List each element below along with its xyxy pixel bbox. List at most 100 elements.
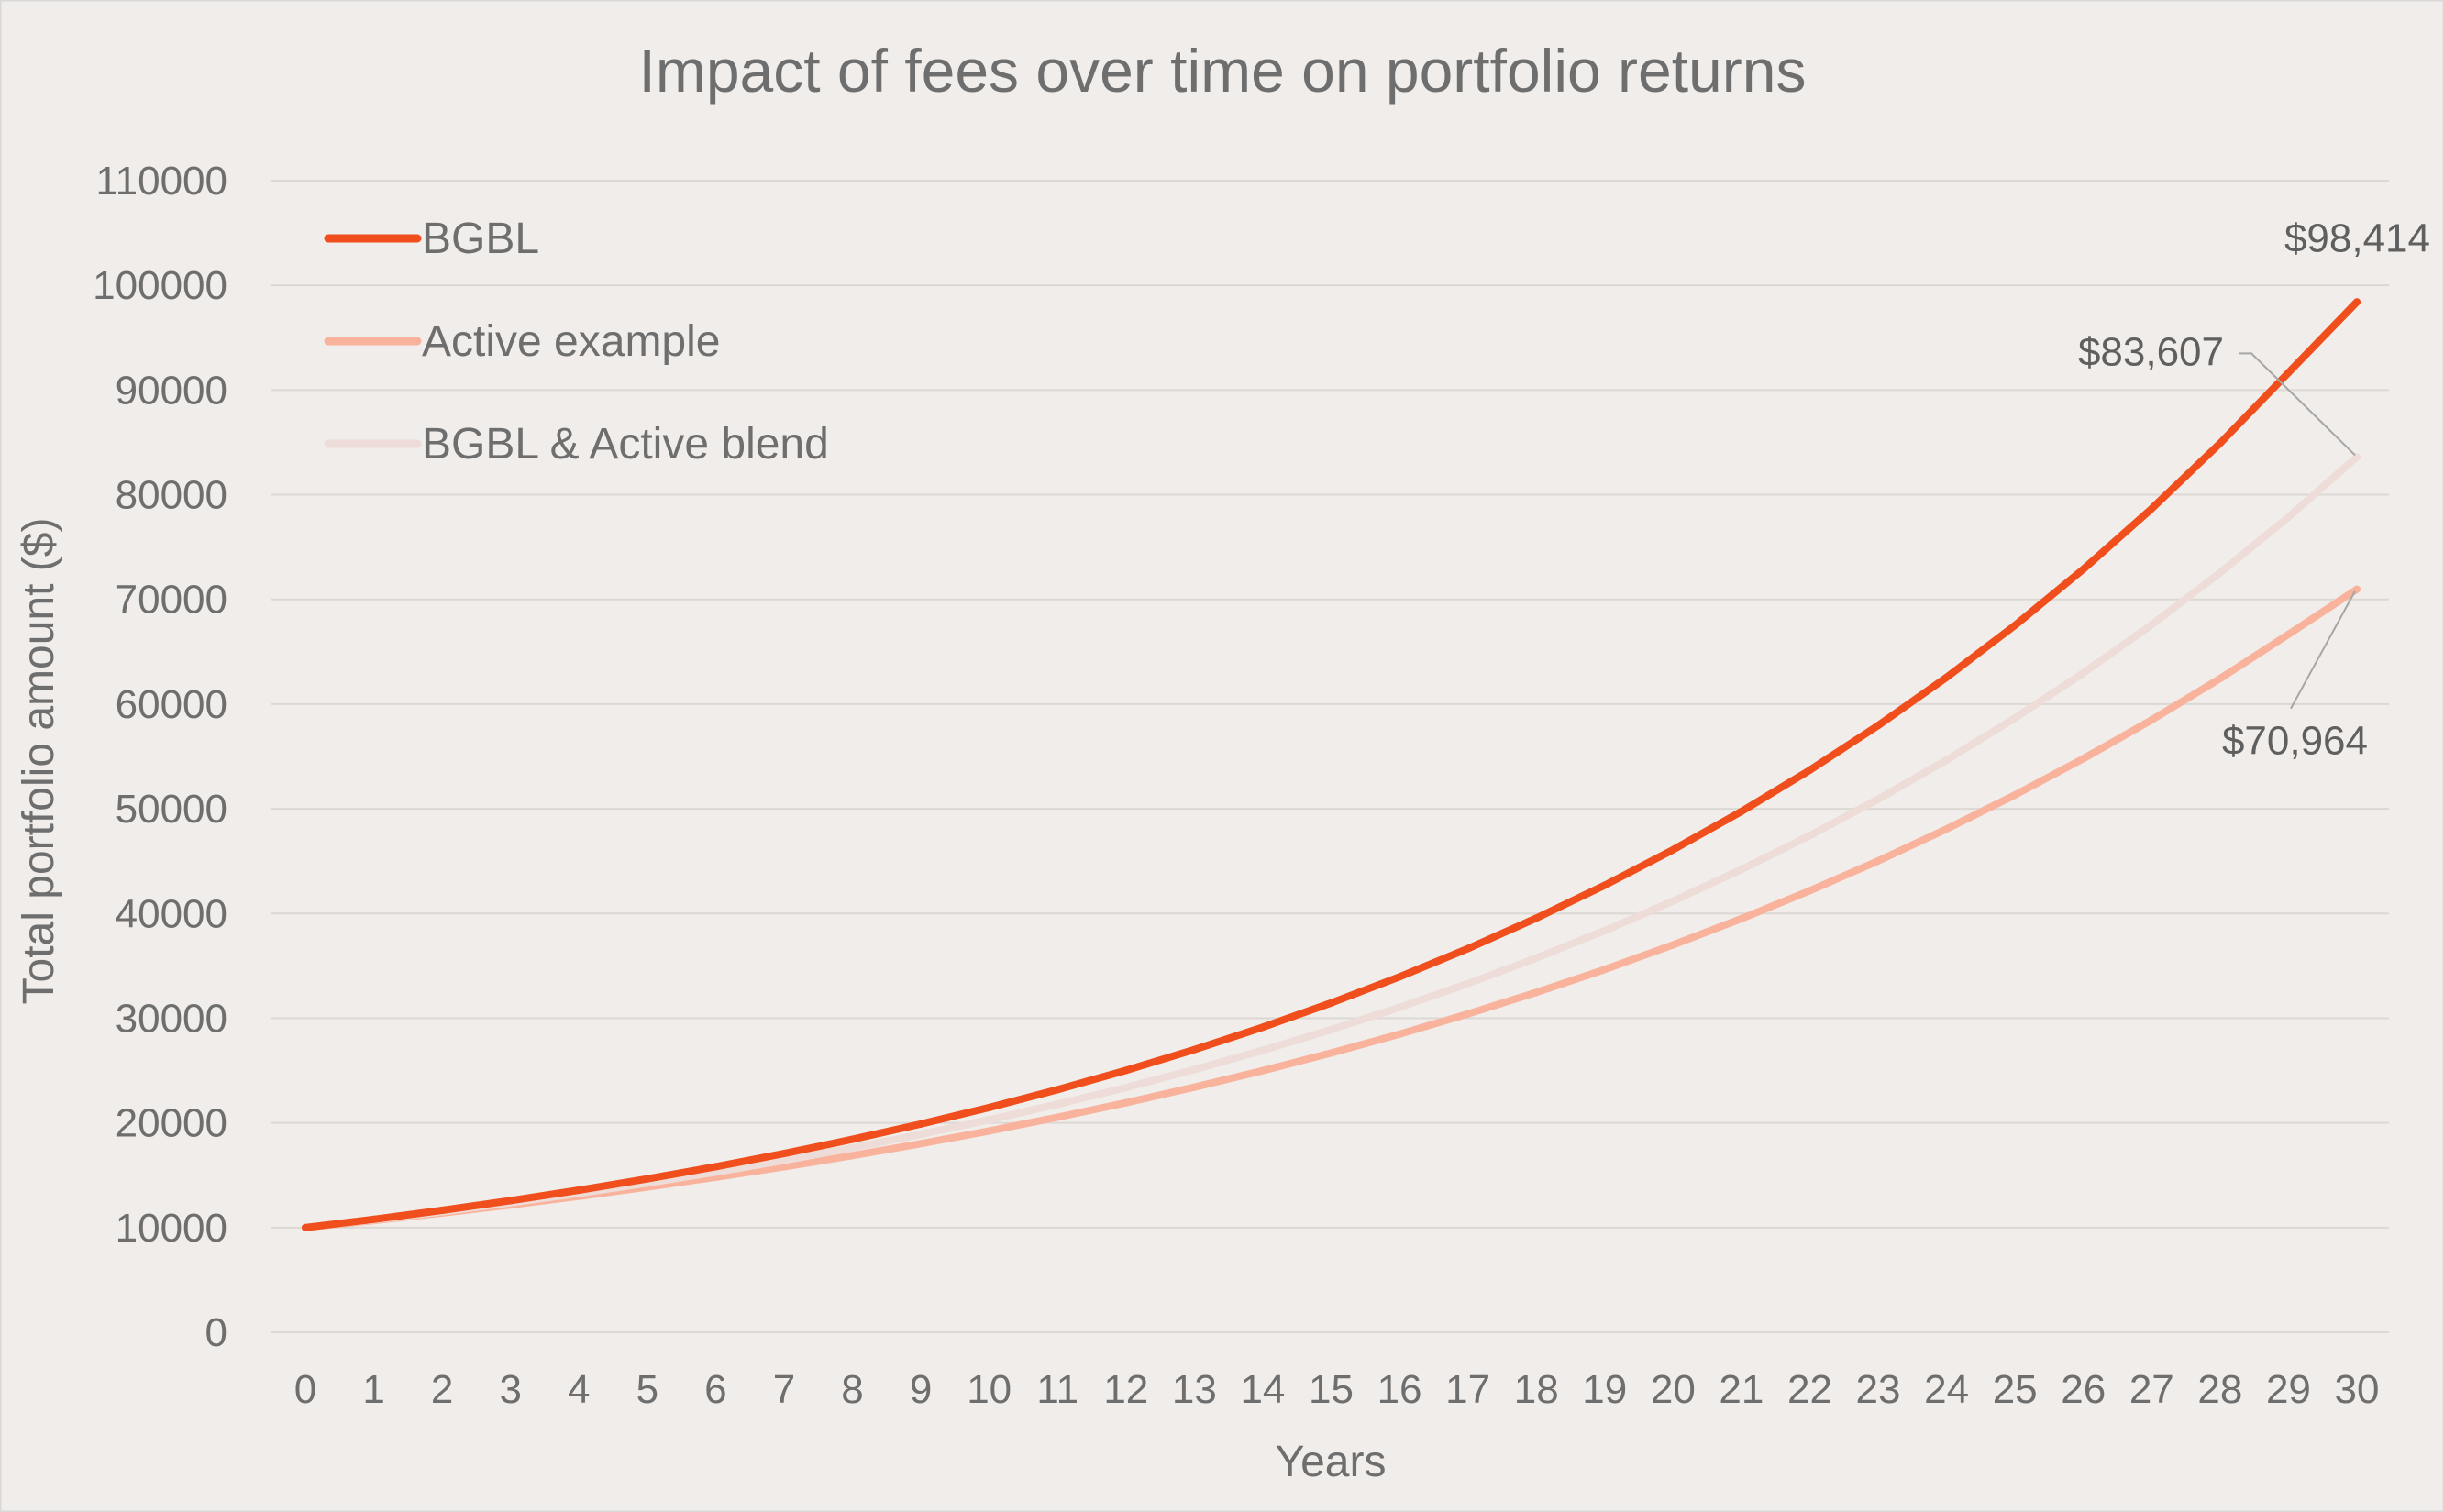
- data-point: [1806, 887, 1814, 895]
- x-tick-label: 23: [1856, 1367, 1901, 1412]
- y-axis-ticks: 0 10000 20000 30000 40000 50000 60000 70000 8000…: [93, 159, 227, 1355]
- x-tick-label: 29: [2266, 1367, 2311, 1412]
- x-tick-label: 22: [1787, 1367, 1832, 1412]
- x-tick-label: 19: [1582, 1367, 1627, 1412]
- data-point: [1600, 926, 1609, 934]
- data-point: [1190, 1083, 1199, 1091]
- data-point: [575, 1186, 583, 1195]
- data-point: [2284, 630, 2293, 638]
- y-tick-label: 90000: [116, 368, 227, 413]
- data-point: [2011, 621, 2019, 629]
- x-tick-label: 20: [1651, 1367, 1696, 1412]
- data-point: [1327, 1025, 1335, 1033]
- legend: BGBL Active example BGBL & Active blend: [324, 215, 829, 469]
- x-tick-label: 16: [1377, 1367, 1422, 1412]
- data-point: [1258, 1046, 1266, 1054]
- data-point: [1669, 845, 1677, 854]
- data-point: [1669, 941, 1677, 949]
- x-tick-label: 13: [1172, 1367, 1217, 1412]
- x-tick-label: 6: [704, 1367, 726, 1412]
- data-label: $83,607: [2078, 329, 2224, 374]
- x-tick-label: 5: [636, 1367, 658, 1412]
- y-tick-label: 30000: [116, 996, 227, 1041]
- x-tick-label: 4: [568, 1367, 590, 1412]
- data-point: [2148, 621, 2156, 629]
- y-tick-label: 50000: [116, 787, 227, 832]
- x-tick-label: 17: [1445, 1367, 1490, 1412]
- series-bgbl: [302, 298, 2361, 1231]
- data-point: [1464, 1010, 1472, 1018]
- data-point: [1122, 1084, 1130, 1092]
- chart-title: Impact of fees over time on portfolio re…: [639, 37, 1807, 105]
- data-point: [2079, 565, 2087, 573]
- x-tick-label: 25: [1993, 1367, 2038, 1412]
- x-tick-label: 0: [294, 1367, 316, 1412]
- data-point: [2216, 439, 2224, 447]
- data-labels: $98,414 $83,607 $70,964: [2078, 215, 2430, 763]
- data-point: [2353, 298, 2361, 306]
- x-tick-label: 11: [1036, 1367, 1078, 1412]
- data-point: [1396, 973, 1404, 981]
- legend-item-blend: BGBL & Active blend: [324, 420, 829, 469]
- data-point: [780, 1156, 788, 1164]
- data-point: [1737, 914, 1745, 922]
- data-point: [1054, 1100, 1062, 1109]
- legend-item-bgbl: BGBL: [324, 215, 539, 263]
- data-point: [1806, 832, 1814, 840]
- data-point: [302, 1223, 309, 1231]
- x-tick-label: 24: [1924, 1367, 1969, 1412]
- data-point: [506, 1197, 514, 1205]
- y-axis-title: Total portfolio amount ($): [15, 518, 63, 1005]
- data-point: [1464, 944, 1472, 953]
- data-point: [1054, 1113, 1062, 1121]
- data-point: [2216, 568, 2224, 577]
- x-tick-label: 30: [2335, 1367, 2380, 1412]
- data-point: [643, 1175, 651, 1183]
- data-point: [1806, 766, 1814, 774]
- data-point: [1737, 807, 1745, 815]
- data-point: [848, 1143, 857, 1152]
- data-point: [1874, 856, 1883, 865]
- y-tick-label: 0: [205, 1310, 227, 1355]
- data-point: [1396, 1003, 1404, 1011]
- data-point: [1942, 756, 1951, 764]
- data-point: [2011, 714, 2019, 723]
- legend-label-bgbl: BGBL: [422, 215, 539, 263]
- data-point: [1258, 1066, 1266, 1075]
- data-point: [1669, 897, 1677, 905]
- data-point: [1874, 795, 1883, 803]
- data-point: [1600, 966, 1609, 974]
- data-label: $98,414: [2284, 215, 2430, 260]
- data-point: [1532, 954, 1541, 962]
- data-point: [712, 1163, 720, 1171]
- data-point: [2079, 755, 2087, 763]
- data-point: [2216, 674, 2224, 682]
- x-tick-label: 21: [1719, 1367, 1764, 1412]
- y-tick-label: 80000: [116, 473, 227, 518]
- x-tick-label: 12: [1103, 1367, 1148, 1412]
- data-point: [917, 1120, 925, 1128]
- data-label-leader: [2239, 352, 2356, 457]
- data-point: [1327, 999, 1335, 1007]
- data-point: [2011, 791, 2019, 800]
- data-point: [1600, 881, 1609, 889]
- x-tick-label: 18: [1514, 1367, 1559, 1412]
- x-tick-label: 10: [967, 1367, 1012, 1412]
- x-axis-title: Years: [1276, 1438, 1387, 1486]
- x-tick-label: 14: [1240, 1367, 1285, 1412]
- y-tick-label: 10000: [116, 1206, 227, 1251]
- gridlines: [271, 180, 2389, 1333]
- series-lines: [302, 298, 2361, 1231]
- x-tick-label: 15: [1309, 1367, 1354, 1412]
- data-label: $70,964: [2222, 719, 2368, 764]
- data-point: [1396, 1030, 1404, 1038]
- data-point: [1122, 1066, 1130, 1075]
- data-point: [438, 1206, 447, 1214]
- data-point: [370, 1215, 378, 1223]
- y-tick-label: 100000: [93, 263, 227, 308]
- data-point: [985, 1127, 993, 1135]
- data-point: [917, 1131, 925, 1139]
- x-tick-label: 3: [499, 1367, 521, 1412]
